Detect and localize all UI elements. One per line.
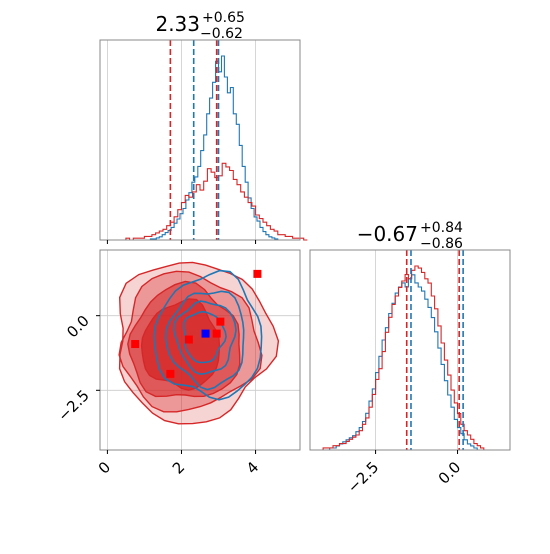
param2-xtick-label-1: 0.0	[435, 458, 465, 488]
hist-panel-param2	[309, 249, 511, 451]
joint-panel	[99, 249, 301, 451]
joint-ytick-label-0: 0.0	[63, 312, 93, 342]
joint-blue-contour-2	[173, 300, 237, 376]
joint-xtick-label-0: 0	[95, 458, 114, 477]
joint-ytick-label-1: −2.5	[54, 386, 92, 424]
joint-red-marker-2	[166, 369, 175, 378]
param1-title-value: 2.33	[155, 12, 200, 36]
param2-title-minus: −0.86	[420, 236, 463, 252]
joint-red-marker-4	[216, 317, 225, 326]
joint-panel-frame	[99, 249, 301, 451]
param1-hist-blue	[144, 55, 281, 241]
hist-panel-param1	[99, 39, 308, 241]
param1-title-minus: −0.62	[200, 26, 243, 42]
param1-hist-red	[122, 162, 308, 241]
hist-panel-param1-frame	[99, 39, 301, 241]
joint-red-marker-5	[212, 329, 221, 338]
joint-red-marker-0	[253, 269, 262, 278]
joint-blue-contour-1	[164, 290, 245, 391]
joint-red-marker-3	[184, 335, 193, 344]
joint-xtick-label-1: 2	[169, 458, 188, 477]
joint-blue-marker-0	[201, 329, 210, 338]
param2-title-plus: +0.84	[420, 220, 463, 236]
param2-xtick-label-0: −2.5	[344, 458, 382, 496]
joint-xtick-label-2: 4	[243, 458, 262, 477]
hist-panel-param2-frame	[309, 249, 511, 451]
joint-red-marker-1	[131, 340, 140, 349]
param2-hist-red	[319, 265, 485, 451]
joint-blue-contour-0	[153, 269, 263, 401]
param2-title-value: −0.67	[357, 222, 418, 246]
param2-hist-blue	[326, 274, 478, 451]
joint-red-contour-3	[140, 298, 221, 391]
param1-title-plus: +0.65	[202, 10, 245, 26]
